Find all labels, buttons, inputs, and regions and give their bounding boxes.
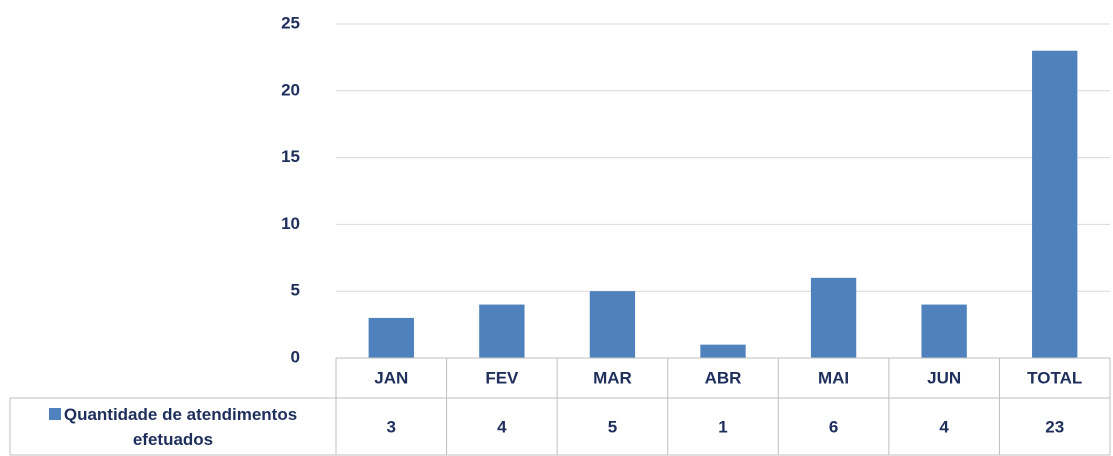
x-tick-label: FEV (485, 368, 519, 387)
bar (921, 304, 967, 358)
y-tick-label: 25 (281, 13, 300, 32)
table-value: 5 (608, 417, 617, 436)
y-tick-label: 10 (281, 214, 300, 233)
legend-cell: Quantidade de atendimentos efetuados (12, 400, 334, 454)
x-tick-label: ABR (705, 368, 742, 387)
y-tick-label: 20 (281, 80, 300, 99)
legend-swatch (48, 408, 61, 420)
bar (589, 291, 636, 358)
x-tick-label: MAR (593, 368, 632, 387)
bar (810, 277, 857, 358)
legend-label: Quantidade de atendimentos efetuados (63, 405, 298, 449)
table-value: 4 (497, 417, 507, 436)
table-value: 4 (939, 417, 949, 436)
bar (1032, 50, 1078, 358)
x-tick-label: MAI (818, 368, 849, 387)
y-tick-label: 0 (291, 347, 300, 366)
x-tick-label: TOTAL (1027, 368, 1082, 387)
bar (700, 344, 746, 358)
table-value: 6 (829, 417, 838, 436)
x-tick-label: JUN (927, 368, 961, 387)
legend-entry: Quantidade de atendimentos efetuados (12, 402, 334, 452)
table-value: 3 (387, 417, 396, 436)
x-tick-label: JAN (374, 368, 408, 387)
table-value: 23 (1045, 417, 1064, 436)
y-tick-label: 15 (281, 147, 300, 166)
table-value: 1 (718, 417, 727, 436)
y-tick-label: 5 (291, 281, 300, 300)
bar (368, 317, 414, 358)
legend: Quantidade de atendimentos efetuados (12, 400, 334, 454)
bar (479, 304, 525, 358)
